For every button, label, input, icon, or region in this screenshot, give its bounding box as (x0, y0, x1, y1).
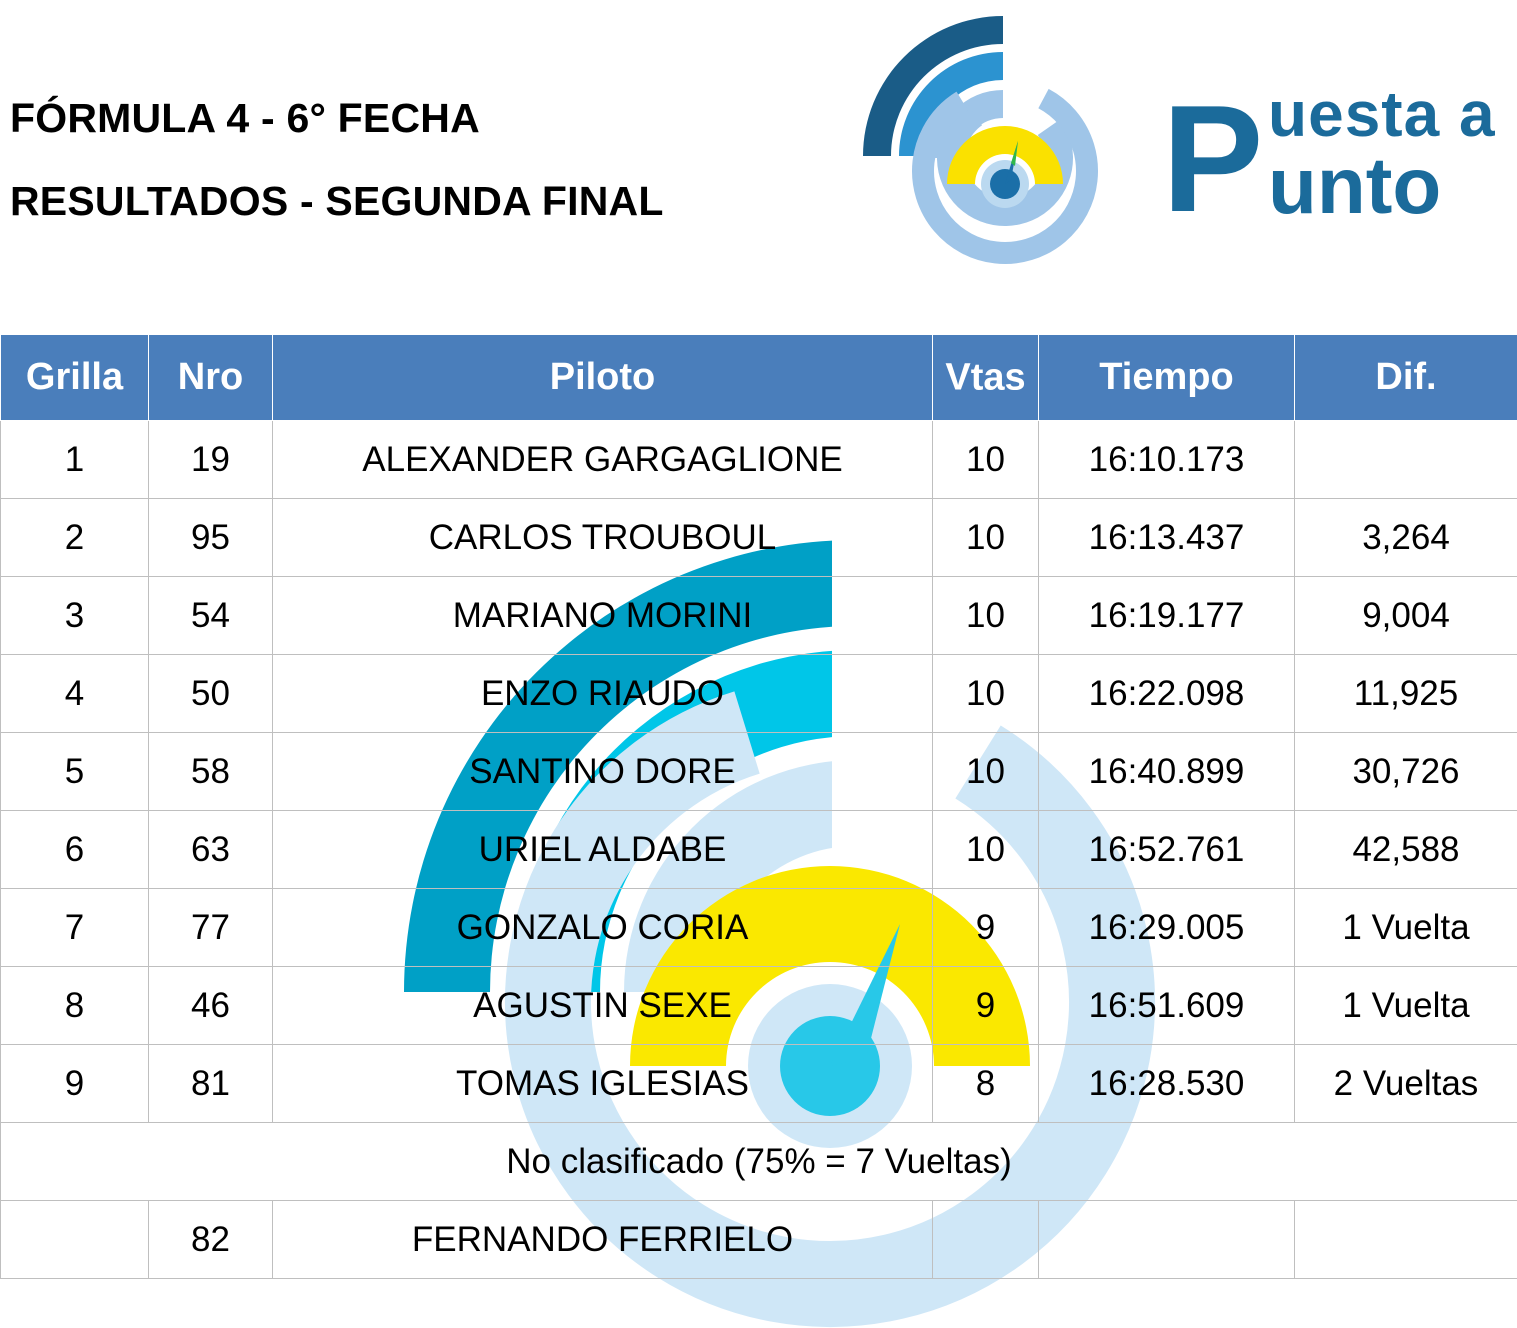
unclassified-note: No clasificado (75% = 7 Vueltas) (0, 1122, 1517, 1201)
cell-vtas: 10 (932, 576, 1039, 655)
cell-tiempo: 16:51.609 (1038, 966, 1295, 1045)
cell-tiempo: 16:13.437 (1038, 498, 1295, 577)
cell-grilla: 7 (0, 888, 149, 967)
cell-nro: 77 (148, 888, 273, 967)
cell-grilla: 9 (0, 1044, 149, 1123)
cell-dif: 9,004 (1294, 576, 1517, 655)
wordmark-bottom-text: unto (1268, 141, 1441, 230)
cell-piloto: ENZO RIAUDO (272, 654, 933, 733)
cell-nro: 54 (148, 576, 273, 655)
cell-vtas: 8 (932, 1044, 1039, 1123)
page-title-line-2: RESULTADOS - SEGUNDA FINAL (10, 178, 664, 224)
cell-dif: 2 Vueltas (1294, 1044, 1517, 1123)
cell-dif: 1 Vuelta (1294, 966, 1517, 1045)
column-header-grilla[interactable]: Grilla (0, 334, 149, 421)
cell-tiempo: 16:10.173 (1038, 420, 1295, 499)
column-header-piloto[interactable]: Piloto (272, 334, 933, 421)
cell-grilla: 1 (0, 420, 149, 499)
column-header-nro[interactable]: Nro (148, 334, 273, 421)
cell-grilla: 2 (0, 498, 149, 577)
table-row: 6 63 URIEL ALDABE 10 16:52.761 42,588 (0, 810, 1517, 889)
cell-grilla (0, 1200, 149, 1279)
table-row: 82 FERNANDO FERRIELO (0, 1200, 1517, 1279)
table-row: 8 46 AGUSTIN SEXE 9 16:51.609 1 Vuelta (0, 966, 1517, 1045)
cell-dif: 11,925 (1294, 654, 1517, 733)
cell-vtas: 10 (932, 732, 1039, 811)
cell-tiempo: 16:22.098 (1038, 654, 1295, 733)
cell-grilla: 4 (0, 654, 149, 733)
cell-nro: 50 (148, 654, 273, 733)
speedometer-arcs-icon (855, 8, 1155, 298)
results-table: Grilla Nro Piloto Vtas Tiempo Dif. 1 19 … (0, 334, 1517, 1279)
cell-vtas: 10 (932, 654, 1039, 733)
column-header-vtas[interactable]: Vtas (932, 334, 1039, 421)
cell-piloto: SANTINO DORE (272, 732, 933, 811)
brand-wordmark: P uesta a unto (1160, 63, 1510, 244)
table-row: 3 54 MARIANO MORINI 10 16:19.177 9,004 (0, 576, 1517, 655)
table-row: 1 19 ALEXANDER GARGAGLIONE 10 16:10.173 (0, 420, 1517, 499)
brand-logo: P uesta a unto (855, 8, 1515, 298)
table-body: 1 19 ALEXANDER GARGAGLIONE 10 16:10.173 … (0, 420, 1517, 1279)
page-title-line-1: FÓRMULA 4 - 6° FECHA (10, 95, 480, 141)
cell-nro: 46 (148, 966, 273, 1045)
cell-piloto: TOMAS IGLESIAS (272, 1044, 933, 1123)
cell-tiempo (1038, 1200, 1295, 1279)
cell-vtas: 10 (932, 498, 1039, 577)
cell-tiempo: 16:29.005 (1038, 888, 1295, 967)
title-block: FÓRMULA 4 - 6° FECHA RESULTADOS - SEGUND… (10, 98, 870, 222)
cell-piloto: MARIANO MORINI (272, 576, 933, 655)
cell-tiempo: 16:40.899 (1038, 732, 1295, 811)
cell-vtas (932, 1200, 1039, 1279)
cell-tiempo: 16:19.177 (1038, 576, 1295, 655)
cell-nro: 82 (148, 1200, 273, 1279)
table-row: 2 95 CARLOS TROUBOUL 10 16:13.437 3,264 (0, 498, 1517, 577)
cell-vtas: 10 (932, 420, 1039, 499)
cell-grilla: 6 (0, 810, 149, 889)
cell-vtas: 9 (932, 888, 1039, 967)
cell-dif: 42,588 (1294, 810, 1517, 889)
cell-dif: 1 Vuelta (1294, 888, 1517, 967)
table-row: 4 50 ENZO RIAUDO 10 16:22.098 11,925 (0, 654, 1517, 733)
cell-nro: 95 (148, 498, 273, 577)
cell-vtas: 9 (932, 966, 1039, 1045)
cell-grilla: 3 (0, 576, 149, 655)
table-header-row: Grilla Nro Piloto Vtas Tiempo Dif. (0, 334, 1517, 421)
cell-piloto: URIEL ALDABE (272, 810, 933, 889)
cell-piloto: ALEXANDER GARGAGLIONE (272, 420, 933, 499)
wordmark-top-text: uesta a (1268, 78, 1496, 150)
cell-dif (1294, 1200, 1517, 1279)
unclassified-note-row: No clasificado (75% = 7 Vueltas) (0, 1122, 1517, 1201)
cell-grilla: 8 (0, 966, 149, 1045)
wordmark-letter-p: P (1162, 74, 1263, 243)
cell-vtas: 10 (932, 810, 1039, 889)
column-header-dif[interactable]: Dif. (1294, 334, 1517, 421)
cell-dif: 3,264 (1294, 498, 1517, 577)
cell-dif: 30,726 (1294, 732, 1517, 811)
table-row: 9 81 TOMAS IGLESIAS 8 16:28.530 2 Vuelta… (0, 1044, 1517, 1123)
table-row: 5 58 SANTINO DORE 10 16:40.899 30,726 (0, 732, 1517, 811)
column-header-tiempo[interactable]: Tiempo (1038, 334, 1295, 421)
cell-nro: 63 (148, 810, 273, 889)
cell-tiempo: 16:52.761 (1038, 810, 1295, 889)
cell-nro: 19 (148, 420, 273, 499)
cell-piloto: CARLOS TROUBOUL (272, 498, 933, 577)
cell-grilla: 5 (0, 732, 149, 811)
cell-dif (1294, 420, 1517, 499)
cell-tiempo: 16:28.530 (1038, 1044, 1295, 1123)
cell-piloto: GONZALO CORIA (272, 888, 933, 967)
cell-nro: 81 (148, 1044, 273, 1123)
cell-nro: 58 (148, 732, 273, 811)
sheet-header: FÓRMULA 4 - 6° FECHA RESULTADOS - SEGUND… (0, 0, 1517, 330)
cell-piloto: AGUSTIN SEXE (272, 966, 933, 1045)
table-row: 7 77 GONZALO CORIA 9 16:29.005 1 Vuelta (0, 888, 1517, 967)
cell-piloto: FERNANDO FERRIELO (272, 1200, 933, 1279)
